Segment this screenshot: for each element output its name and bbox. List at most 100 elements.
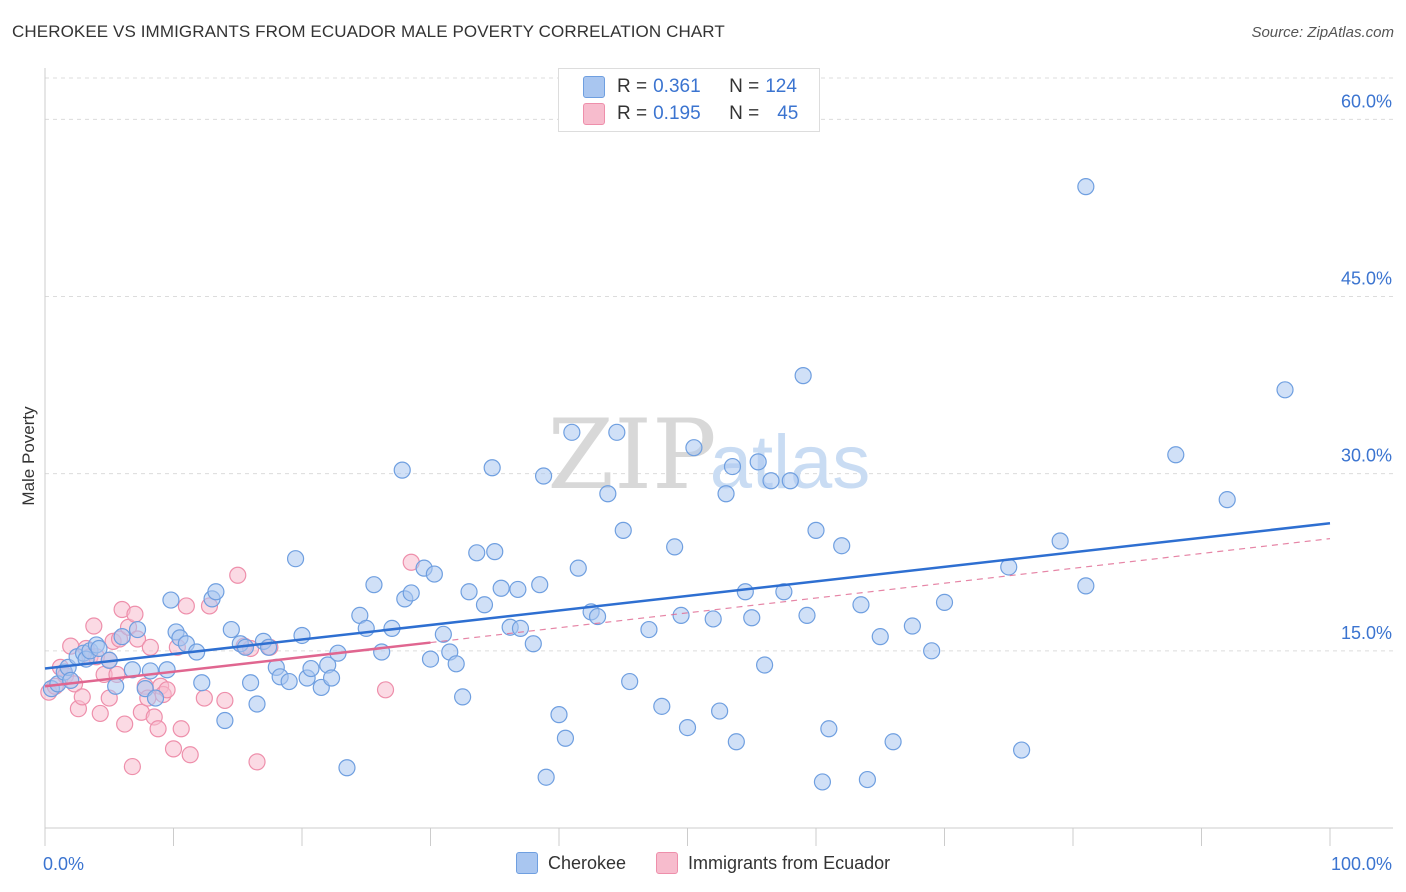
legend-swatch-cherokee (583, 76, 605, 98)
cherokee-point (524, 635, 542, 653)
cherokee-point (1051, 532, 1069, 550)
cherokee-point (653, 697, 671, 715)
cherokee-point (460, 583, 478, 601)
ecuador-point (91, 704, 109, 723)
cherokee-point (672, 606, 690, 625)
legend-swatch-ecuador (656, 852, 679, 874)
legend-swatch-cherokee (516, 852, 538, 874)
cherokee-point (852, 596, 870, 614)
cherokee-point (454, 688, 472, 706)
cherokee-point (286, 550, 305, 568)
cherokee-point (727, 733, 745, 751)
axis-labels: 15.0% 30.0% 45.0% 60.0% 0.0% 100.0% Male Pover… (19, 91, 1392, 874)
cherokee-point (935, 593, 954, 612)
legend-swatch-ecuador (583, 103, 605, 125)
cherokee-point (614, 521, 632, 539)
cherokee-point (711, 702, 729, 720)
cherokee-point (475, 596, 494, 614)
legend-item-ecuador: Immigrants from Ecuador (656, 852, 890, 874)
y-tick-label: 45.0% (1341, 269, 1392, 289)
cherokee-point (762, 472, 780, 490)
legend-row-ecuador: R = 0.195 N = 45 (583, 101, 798, 127)
cherokee-point (141, 662, 159, 680)
legend-r-label: R = (617, 103, 648, 124)
legend-n-label: N = (729, 103, 760, 124)
cherokee-point (1077, 577, 1095, 595)
cherokee-point (556, 729, 575, 747)
cherokee-point (871, 628, 889, 646)
cherokee-point (338, 759, 356, 777)
ecuador-point (248, 753, 266, 771)
ecuador-point (126, 605, 144, 623)
ecuador-point (195, 689, 213, 707)
cherokee-point (509, 580, 527, 599)
cherokee-point (468, 544, 486, 562)
cherokee-point (736, 583, 754, 601)
cherokee-point (608, 423, 626, 441)
cherokee-point (421, 650, 440, 668)
cherokee-point (621, 672, 639, 691)
ecuador-point (216, 691, 234, 710)
source-label: Source: ZipAtlas.com (1251, 24, 1394, 41)
cherokee-point (781, 472, 799, 490)
cherokee-point (550, 706, 568, 724)
y-tick-label: 60.0% (1341, 91, 1392, 111)
cherokee-point (1012, 741, 1031, 759)
cherokee-trend-line (44, 522, 1331, 670)
cherokee-point (434, 625, 452, 643)
cherokee-point (807, 521, 825, 539)
legend-label-ecuador: Immigrants from Ecuador (688, 852, 891, 873)
ecuador-point (177, 597, 195, 615)
cherokee-point (666, 538, 684, 556)
ecuador-point (123, 757, 141, 776)
ecuador-point (149, 720, 167, 738)
cherokee-point (113, 628, 131, 646)
cherokee-point (248, 695, 266, 713)
cherokee-point (599, 485, 617, 503)
cherokee-point (833, 537, 851, 555)
cherokee-point (813, 773, 832, 791)
cherokee-point (402, 584, 420, 602)
ecuador-point (181, 746, 199, 764)
legend-r-value: 0.361 (653, 76, 701, 97)
cherokee-point (216, 711, 234, 730)
cherokee-point (678, 719, 697, 737)
ecuador-point (116, 715, 134, 733)
ecuador-point (73, 688, 91, 706)
ecuador-trend-extension (430, 538, 1331, 644)
legend-n-value: 124 (765, 76, 797, 97)
cherokee-point (569, 559, 587, 577)
legend-box: R = 0.361 N = 124 R = 0.195 N = 45 (558, 68, 820, 132)
cherokee-point (322, 669, 341, 687)
series-legend: Cherokee Immigrants from Ecuador (516, 852, 920, 874)
cherokee-point (511, 619, 530, 637)
cherokee-point (107, 677, 125, 695)
cherokee-point (704, 610, 722, 628)
cherokee-point (207, 583, 225, 601)
cherokee-point (425, 565, 443, 583)
axes (44, 68, 1393, 846)
watermark-zip: ZIP (547, 399, 716, 511)
ecuador-point (229, 566, 247, 584)
cherokee-point (365, 576, 383, 594)
ecuador-point (141, 638, 159, 656)
y-axis-title: Male Poverty (19, 406, 38, 506)
cherokee-point (492, 579, 510, 597)
cherokee-point (486, 543, 504, 561)
cherokee-point (1077, 178, 1095, 196)
cherokee-point (90, 639, 108, 658)
cherokee-point (794, 367, 812, 385)
cherokee-point (62, 671, 80, 689)
ecuador-point (172, 720, 190, 738)
ecuador-point (376, 681, 395, 699)
cherokee-point (222, 620, 240, 639)
x-tick-label: 100.0% (1331, 854, 1392, 874)
cherokee-point (447, 655, 465, 673)
cherokee-point (903, 617, 921, 635)
trend-lines (44, 522, 1331, 688)
cherokee-point (483, 459, 501, 477)
cherokee-point (723, 457, 742, 476)
cherokee-point (531, 576, 549, 594)
cherokee-point (1167, 446, 1185, 464)
